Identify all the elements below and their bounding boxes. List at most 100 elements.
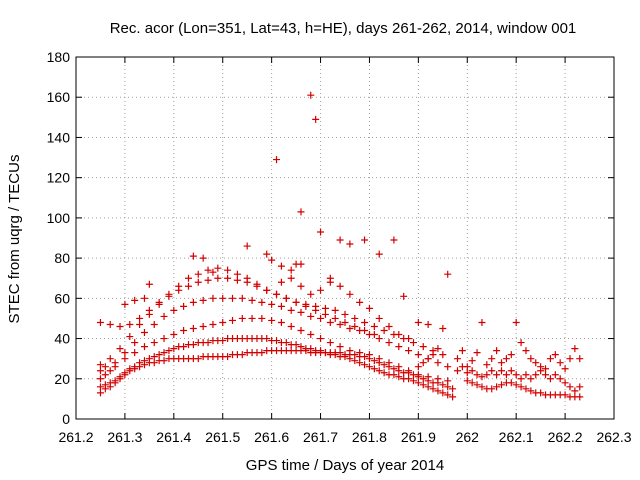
data-point (351, 322, 359, 330)
data-point (180, 327, 188, 335)
data-point (292, 298, 300, 306)
data-point (507, 351, 515, 359)
data-point (282, 339, 290, 347)
data-point (96, 383, 104, 391)
data-point (346, 325, 354, 332)
data-point (317, 347, 325, 355)
data-point (409, 377, 417, 385)
data-point (326, 339, 334, 347)
plot-frame (75, 56, 615, 420)
data-point (458, 347, 466, 355)
data-point (199, 254, 207, 262)
data-point (131, 363, 139, 371)
data-point (204, 266, 212, 274)
data-point (268, 316, 276, 324)
data-point (150, 359, 158, 367)
data-point (165, 347, 173, 355)
data-point (478, 318, 486, 326)
data-point (488, 385, 496, 393)
data-point (370, 322, 378, 330)
data-point (434, 345, 442, 353)
data-point (419, 375, 427, 383)
y-tick-label: 0 (62, 411, 70, 427)
data-point (307, 345, 315, 353)
data-point (101, 371, 109, 379)
data-point (229, 294, 237, 302)
data-point (307, 91, 315, 99)
data-point (414, 379, 422, 387)
data-point (209, 268, 217, 276)
data-point (277, 302, 285, 310)
data-point (370, 365, 378, 373)
data-point (375, 335, 383, 343)
data-point (317, 314, 325, 322)
data-point (365, 363, 373, 371)
data-point (483, 371, 491, 379)
data-point (522, 371, 530, 379)
data-point (126, 333, 134, 341)
data-point (449, 393, 457, 401)
data-point (297, 308, 305, 316)
data-point (331, 306, 339, 314)
data-point (380, 361, 388, 369)
data-point (361, 236, 369, 244)
data-point (419, 381, 427, 389)
data-point (542, 365, 550, 373)
data-point (189, 298, 197, 306)
data-point (312, 306, 320, 314)
data-point (297, 327, 305, 335)
data-point (326, 318, 334, 326)
data-point (365, 351, 373, 359)
data-point (498, 381, 506, 389)
data-point (370, 357, 378, 365)
data-point (317, 286, 325, 294)
data-point (478, 383, 486, 391)
data-point (224, 266, 232, 274)
data-point (414, 351, 422, 359)
data-point (96, 375, 104, 383)
data-point (219, 337, 227, 345)
data-point (126, 320, 134, 328)
data-point (268, 256, 276, 264)
y-axis-label: STEC from uqrg / TECUs (6, 155, 23, 324)
data-point (414, 371, 422, 379)
data-point (361, 361, 369, 369)
data-point (145, 306, 153, 314)
data-point (233, 276, 241, 284)
data-point (307, 331, 315, 339)
data-point (351, 351, 359, 359)
data-point (317, 228, 325, 236)
data-point (106, 379, 114, 387)
data-point (493, 371, 501, 379)
data-point (214, 274, 222, 282)
data-point (463, 369, 471, 377)
data-point (424, 383, 432, 391)
data-point (365, 304, 373, 312)
data-point (282, 294, 290, 302)
data-point (434, 359, 442, 367)
data-point (116, 345, 124, 353)
data-point (390, 371, 398, 379)
data-point (551, 351, 559, 359)
data-point (507, 379, 515, 387)
data-point (165, 290, 173, 298)
data-point (537, 367, 545, 375)
data-point (512, 381, 520, 389)
data-point (341, 318, 349, 326)
x-tick-label: 261.4 (156, 429, 191, 445)
data-point (419, 359, 427, 367)
data-point (444, 377, 452, 385)
data-point (302, 302, 310, 310)
data-point (453, 367, 461, 375)
data-point (116, 322, 124, 330)
y-tick-label: 60 (54, 290, 70, 306)
x-tick-label: 261.5 (205, 429, 240, 445)
data-point (106, 367, 114, 375)
data-point (458, 363, 466, 371)
y-tick-labels: 0 20 40 60 80 100 120 140 160 180 (47, 49, 71, 427)
data-point (317, 335, 325, 343)
data-point (336, 282, 344, 290)
x-tick-label: 262.2 (548, 429, 583, 445)
data-point (405, 347, 413, 355)
